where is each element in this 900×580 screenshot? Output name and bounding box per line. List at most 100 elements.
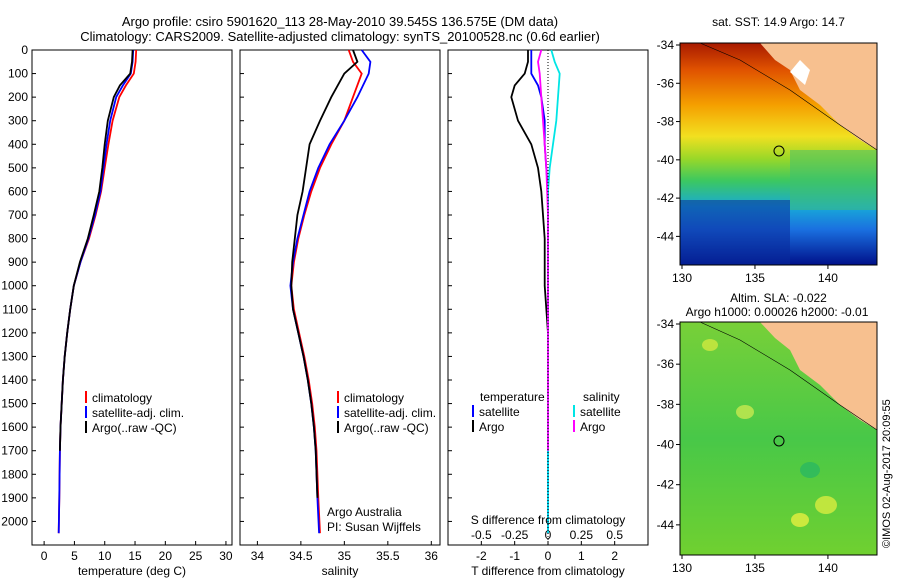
salinity-xlabel: salinity xyxy=(321,564,359,578)
series-line xyxy=(59,49,134,451)
diff-legend-sal-satellite: satellite xyxy=(580,405,621,419)
title-line1: Argo profile: csiro 5901620_113 28-May-2… xyxy=(121,14,559,29)
temperature-legend-argo: Argo(..raw -QC) xyxy=(92,421,177,435)
map-lat-label: -44 xyxy=(657,229,675,243)
sst-land xyxy=(760,43,877,150)
x-tick-label: 0 xyxy=(545,549,552,563)
salinity-axes-box xyxy=(239,49,441,546)
diff-legend-salinity-title: salinity xyxy=(583,390,620,404)
sst-argo-marker xyxy=(773,145,785,157)
x-tick-label: -1 xyxy=(509,549,520,563)
sla-map xyxy=(680,322,877,555)
depth-tick-label: 1000 xyxy=(1,279,28,293)
x-tick-label: 2 xyxy=(611,549,618,563)
diff-legend-temp-argo: Argo xyxy=(479,420,505,434)
x-tick-label: 10 xyxy=(98,549,112,563)
temperature-axes-box xyxy=(31,49,233,546)
sla-land xyxy=(760,322,877,430)
map-lat-label: -44 xyxy=(657,518,675,532)
x-tick-label: 34 xyxy=(251,549,265,563)
diff-legend-sal-argo: Argo xyxy=(580,420,606,434)
salinity-legend-satellite: satellite-adj. clim. xyxy=(344,406,437,420)
top-x-tick-label: -0.25 xyxy=(501,528,529,542)
sst-map xyxy=(680,43,877,265)
temperature-legend-satellite: satellite-adj. clim. xyxy=(92,406,185,420)
title-line2: Climatology: CARS2009. Satellite-adjuste… xyxy=(80,29,600,44)
map-lat-label: -34 xyxy=(657,317,675,331)
x-tick-label: 36 xyxy=(425,549,439,563)
depth-tick-label: 1200 xyxy=(1,326,28,340)
sla-map-title-line1: Altim. SLA: -0.022 xyxy=(730,291,827,305)
depth-tick-label: 1900 xyxy=(1,491,28,505)
depth-tick-label: 800 xyxy=(8,232,28,246)
series-line xyxy=(547,49,561,534)
depth-tick-label: 1700 xyxy=(1,444,28,458)
depth-tick-label: 500 xyxy=(8,161,28,175)
pi-label: PI: Susan Wijffels xyxy=(327,520,421,534)
x-tick-label: 1 xyxy=(578,549,585,563)
series-line xyxy=(510,50,549,451)
map-lat-label: -42 xyxy=(657,478,675,492)
sst-map-frame xyxy=(679,42,878,266)
x-tick-label: 34.5 xyxy=(289,549,313,563)
series-layer xyxy=(57,49,561,534)
sla-map-title-line2: Argo h1000: 0.00026 h2000: -0.01 xyxy=(685,305,869,319)
series-line xyxy=(537,49,549,451)
depth-tick-label: 900 xyxy=(8,255,28,269)
map-lat-label: -40 xyxy=(657,438,675,452)
depth-tick-label: 1600 xyxy=(1,420,28,434)
map-lon-label: 130 xyxy=(672,271,692,285)
map-lat-label: -38 xyxy=(657,115,675,129)
depth-tick-label: 1500 xyxy=(1,397,28,411)
depth-tick-label: 600 xyxy=(8,184,28,198)
map-lon-label: 135 xyxy=(745,271,765,285)
map-lat-label: -34 xyxy=(657,38,675,52)
map-lat-label: -40 xyxy=(657,153,675,167)
depth-tick-label: 700 xyxy=(8,208,28,222)
map-lat-label: -36 xyxy=(657,76,675,90)
temperature-xlabel: temperature (deg C) xyxy=(77,564,187,578)
x-tick-label: 25 xyxy=(189,549,203,563)
sla-map-frame xyxy=(679,321,878,556)
x-tick-label: 15 xyxy=(128,549,142,563)
depth-tick-label: 0 xyxy=(21,43,28,57)
difference-xlabel-top: S difference from climatology xyxy=(470,513,626,527)
depth-tick-label: 1400 xyxy=(1,373,28,387)
profile-legend-swatches xyxy=(85,391,575,433)
salinity-legend-climatology: climatology xyxy=(344,391,405,405)
series-line xyxy=(290,49,359,498)
x-tick-label: 5 xyxy=(71,549,78,563)
salinity-legend-argo: Argo(..raw -QC) xyxy=(344,421,429,435)
credit-label: ©IMOS 02-Aug-2017 20:09:55 xyxy=(881,399,893,548)
x-tick-label: 20 xyxy=(159,549,173,563)
x-tick-layer: 0 5 10 15 20 25 30 34 34.5 35 35.5 36 -2 -1 0 1 2 -0.5 -0.… xyxy=(41,528,624,563)
argo-australia-label: Argo Australia xyxy=(327,505,402,519)
map-lat-label: -38 xyxy=(657,397,675,411)
diff-legend-temperature-title: temperature xyxy=(480,390,545,404)
series-line xyxy=(290,49,363,534)
x-tick-label: 30 xyxy=(219,549,233,563)
depth-tick-label: 300 xyxy=(8,114,28,128)
temperature-legend-climatology: climatology xyxy=(92,391,153,405)
depth-tick-label: 100 xyxy=(8,67,28,81)
series-line xyxy=(289,49,372,534)
map-lat-label: -36 xyxy=(657,357,675,371)
depth-tick-label: 1800 xyxy=(1,467,28,481)
depth-axis: 0 100 200 300 400 500 600 700 800 900 1000 1100 1200… xyxy=(1,43,452,528)
series-line xyxy=(57,49,135,534)
top-x-tick-label: -0.5 xyxy=(471,528,492,542)
depth-tick-label: 2000 xyxy=(1,514,28,528)
series-line xyxy=(57,49,138,534)
map-lat-label: -42 xyxy=(657,191,675,205)
depth-tick-label: 1300 xyxy=(1,349,28,363)
map-lon-label: 140 xyxy=(818,271,838,285)
sla-argo-marker xyxy=(773,435,785,447)
top-x-tick-label: 0.5 xyxy=(606,528,623,542)
x-tick-label: 35.5 xyxy=(376,549,400,563)
x-tick-label: 35 xyxy=(338,549,352,563)
depth-tick-label: 1100 xyxy=(2,302,28,316)
map-lon-label: 130 xyxy=(672,561,692,575)
difference-xlabel: T difference from climatology xyxy=(471,564,625,578)
x-tick-label: -2 xyxy=(476,549,487,563)
